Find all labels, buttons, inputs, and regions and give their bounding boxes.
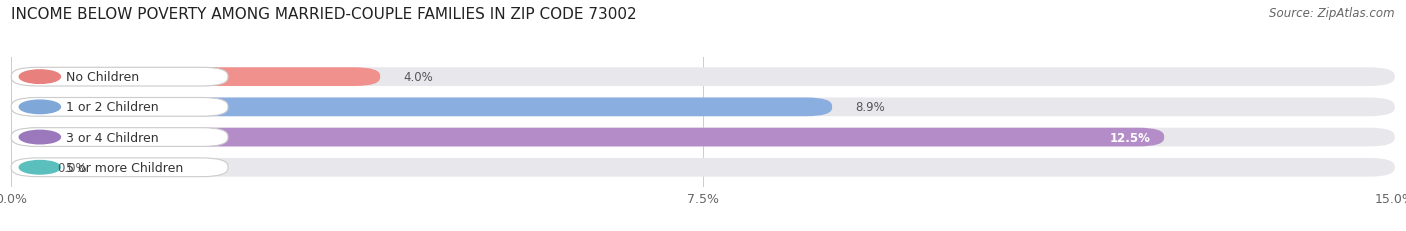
Circle shape: [20, 131, 60, 144]
Text: 1 or 2 Children: 1 or 2 Children: [66, 101, 159, 114]
Circle shape: [20, 161, 60, 174]
FancyBboxPatch shape: [11, 98, 832, 117]
Text: INCOME BELOW POVERTY AMONG MARRIED-COUPLE FAMILIES IN ZIP CODE 73002: INCOME BELOW POVERTY AMONG MARRIED-COUPL…: [11, 7, 637, 22]
FancyBboxPatch shape: [11, 68, 228, 87]
Text: 3 or 4 Children: 3 or 4 Children: [66, 131, 159, 144]
Circle shape: [20, 71, 60, 84]
Text: No Children: No Children: [66, 71, 139, 84]
Text: Source: ZipAtlas.com: Source: ZipAtlas.com: [1270, 7, 1395, 20]
FancyBboxPatch shape: [11, 98, 1395, 117]
Text: 4.0%: 4.0%: [404, 71, 433, 84]
Circle shape: [20, 101, 60, 114]
FancyBboxPatch shape: [11, 128, 228, 147]
FancyBboxPatch shape: [11, 158, 1395, 177]
FancyBboxPatch shape: [11, 68, 380, 87]
FancyBboxPatch shape: [11, 158, 228, 177]
Text: 8.9%: 8.9%: [855, 101, 884, 114]
FancyBboxPatch shape: [11, 98, 228, 117]
Text: 12.5%: 12.5%: [1109, 131, 1150, 144]
FancyBboxPatch shape: [11, 68, 1395, 87]
FancyBboxPatch shape: [11, 128, 1164, 147]
FancyBboxPatch shape: [11, 128, 1395, 147]
Text: 0.0%: 0.0%: [58, 161, 87, 174]
Text: 5 or more Children: 5 or more Children: [66, 161, 183, 174]
